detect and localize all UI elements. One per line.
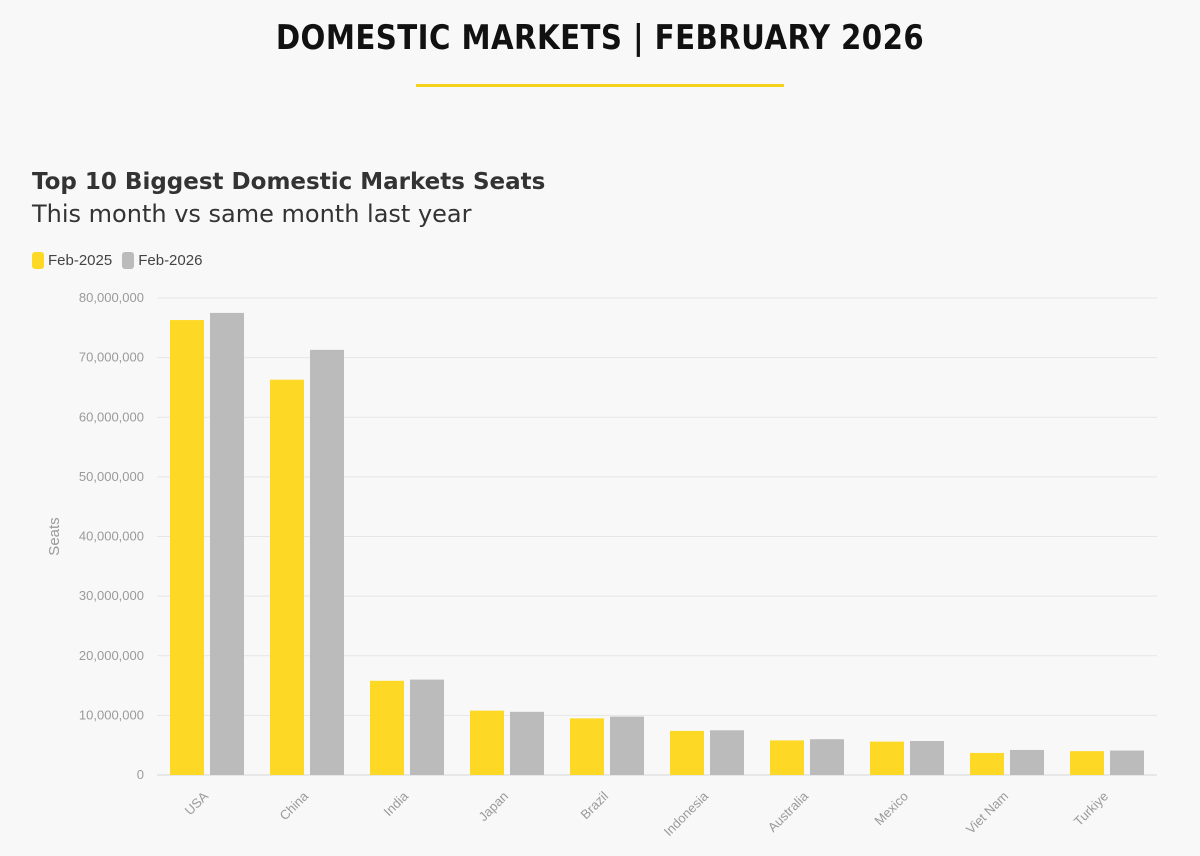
bar-feb-2026-brazil[interactable]	[610, 716, 644, 775]
bar-feb-2026-australia[interactable]	[810, 739, 844, 775]
x-tick-label: Australia	[765, 788, 812, 835]
bar-feb-2025-mexico[interactable]	[870, 741, 904, 775]
bar-feb-2025-brazil[interactable]	[570, 718, 604, 775]
x-tick-label: USA	[182, 788, 212, 818]
x-tick-label: Mexico	[871, 789, 911, 829]
y-tick-label: 80,000,000	[79, 290, 144, 305]
y-axis-title: Seats	[46, 517, 63, 555]
bar-feb-2026-usa[interactable]	[210, 312, 244, 775]
x-tick-label: Turkiye	[1071, 789, 1111, 829]
bar-feb-2026-indonesia[interactable]	[710, 730, 744, 775]
y-tick-label: 10,000,000	[79, 707, 144, 722]
y-tick-label: 40,000,000	[79, 529, 144, 544]
y-tick-label: 0	[137, 767, 144, 782]
chart-title: Top 10 Biggest Domestic Markets Seats	[32, 169, 546, 195]
bar-feb-2026-mexico[interactable]	[910, 741, 944, 775]
chart-legend: Feb-2025 Feb-2026	[32, 252, 206, 269]
x-tick-label: China	[276, 788, 311, 823]
title-underline	[416, 84, 784, 87]
bar-feb-2025-turkiye[interactable]	[1070, 751, 1104, 775]
bar-feb-2025-japan[interactable]	[470, 710, 504, 775]
x-tick-label: Viet Nam	[963, 789, 1011, 837]
x-tick-label: Indonesia	[661, 788, 712, 839]
chart-subtitle: This month vs same month last year	[32, 200, 472, 228]
bar-feb-2025-usa[interactable]	[170, 320, 204, 775]
bar-feb-2025-australia[interactable]	[770, 740, 804, 775]
legend-swatch	[122, 252, 135, 269]
x-tick-label: India	[381, 788, 412, 819]
y-tick-label: 20,000,000	[79, 648, 144, 663]
bar-feb-2026-japan[interactable]	[510, 711, 544, 775]
bar-feb-2026-india[interactable]	[410, 679, 444, 775]
legend-label: Feb-2025	[48, 252, 113, 269]
legend-item-feb-2025[interactable]: Feb-2025	[32, 252, 112, 269]
bar-feb-2026-turkiye[interactable]	[1110, 750, 1144, 775]
bar-feb-2025-viet-nam[interactable]	[970, 752, 1004, 775]
legend-item-feb-2026[interactable]: Feb-2026	[122, 252, 202, 269]
bar-feb-2026-viet-nam[interactable]	[1010, 749, 1044, 775]
page-title: DOMESTIC MARKETS | FEBRUARY 2026	[275, 18, 925, 58]
bar-feb-2025-india[interactable]	[370, 680, 404, 775]
y-tick-label: 50,000,000	[79, 469, 144, 484]
legend-swatch	[32, 252, 44, 269]
y-tick-label: 70,000,000	[79, 350, 144, 365]
bar-feb-2026-china[interactable]	[310, 349, 344, 775]
x-tick-label: Japan	[475, 789, 511, 825]
legend-label: Feb-2026	[138, 252, 203, 269]
y-tick-label: 30,000,000	[79, 588, 144, 603]
bar-feb-2025-indonesia[interactable]	[670, 730, 704, 775]
bar-feb-2025-china[interactable]	[270, 379, 304, 775]
y-tick-label: 60,000,000	[79, 409, 144, 424]
x-tick-label: Brazil	[578, 788, 612, 822]
